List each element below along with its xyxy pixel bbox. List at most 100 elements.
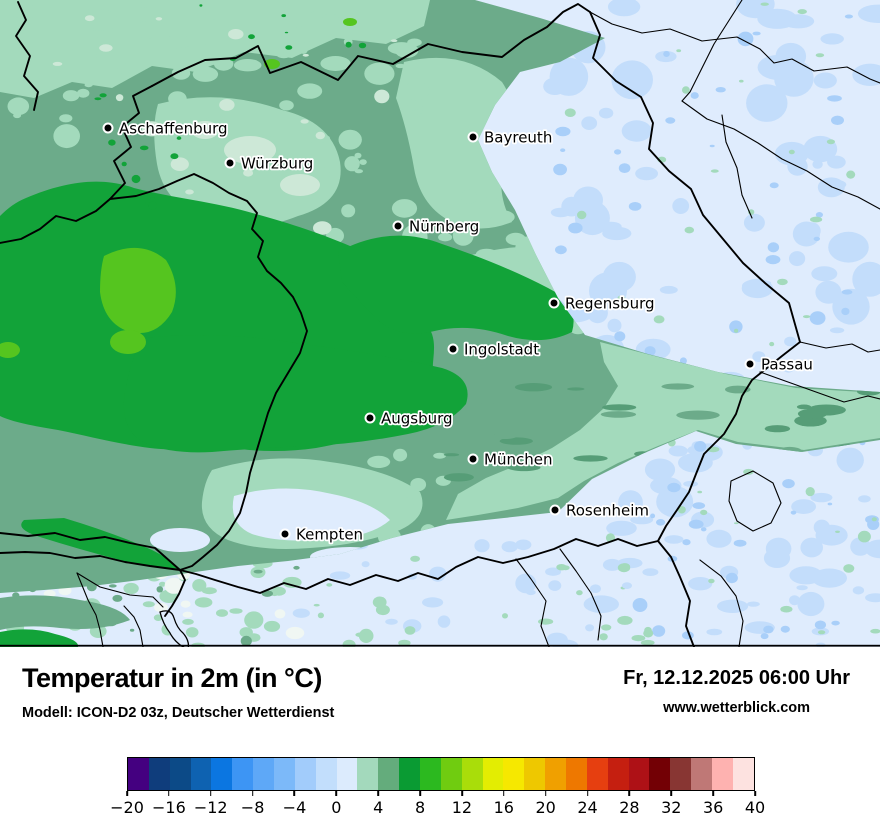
- scale-segment: [503, 758, 525, 790]
- scale-segment: [211, 758, 233, 790]
- scale-segment: [670, 758, 692, 790]
- scale-tick: [126, 791, 128, 796]
- scale-tick-label: 0: [331, 798, 342, 817]
- city-marker-passau: Passau: [744, 354, 815, 375]
- city-dot-icon: [549, 504, 561, 516]
- city-marker-regensburg: Regensburg: [548, 293, 656, 314]
- city-label: Rosenheim: [566, 502, 649, 520]
- scale-tick-label: −20: [110, 798, 144, 817]
- scale-tick-label: 16: [493, 798, 514, 817]
- map-canvas: Aschaffenburg Würzburg Bayreuth Nürnberg Reg…: [0, 0, 880, 647]
- valid-datetime: Fr, 12.12.2025 06:00 Uhr: [623, 667, 850, 689]
- city-label: Bayreuth: [484, 129, 552, 147]
- scale-tick-label: 8: [414, 798, 426, 817]
- scale-tick: [586, 791, 589, 796]
- scale-segment: [294, 758, 316, 790]
- city-dot-icon: [467, 453, 479, 465]
- scale-segment: [607, 758, 629, 790]
- scale-tick-label: −8: [240, 798, 265, 817]
- city-marker-aschaffenburg: Aschaffenburg: [102, 118, 229, 139]
- city-dot-icon: [224, 157, 236, 169]
- scale-tick-label: 32: [661, 798, 682, 817]
- scale-tick-label: 28: [619, 798, 640, 817]
- city-label: Nürnberg: [409, 218, 479, 236]
- scale-segment: [732, 758, 754, 790]
- scale-tick-label: 40: [744, 798, 766, 817]
- scale-segment: [461, 758, 483, 790]
- scale-tick: [670, 791, 673, 796]
- city-marker-augsburg: Augsburg: [364, 408, 454, 429]
- scale-tick: [419, 791, 421, 796]
- scale-segment: [440, 758, 462, 790]
- city-dot-icon: [548, 297, 560, 309]
- website-url: www.wetterblick.com: [663, 700, 811, 716]
- map-bottom-frame: [0, 644, 880, 647]
- scale-tick: [503, 791, 505, 796]
- datetime-block: Fr, 12.12.2025 06:00 Uhr www.wetterblick…: [623, 667, 850, 716]
- city-layer: Aschaffenburg Würzburg Bayreuth Nürnberg Reg…: [102, 118, 815, 545]
- city-label: Regensburg: [565, 295, 655, 313]
- scale-segment: [128, 758, 149, 790]
- scale-tick-label: 20: [535, 798, 556, 817]
- scale-tick: [377, 791, 379, 796]
- lake-bodensee: [159, 610, 190, 647]
- scale-tick: [628, 791, 631, 796]
- city-marker-muenchen: München: [467, 449, 554, 470]
- city-label: Passau: [761, 356, 813, 374]
- city-label: Augsburg: [381, 410, 453, 428]
- scale-segment: [357, 758, 379, 790]
- scale-tick-label: 24: [577, 798, 598, 817]
- scale-segment: [336, 758, 358, 790]
- city-label: Ingolstadt: [464, 341, 539, 359]
- scale-tick: [251, 791, 254, 796]
- city-dot-icon: [744, 358, 756, 370]
- scale-segment: [566, 758, 587, 790]
- district-borders: [76, 0, 880, 647]
- city-dot-icon: [392, 220, 404, 232]
- scale-segment: [190, 758, 212, 790]
- scale-segment: [482, 758, 504, 790]
- scale-tick-label: −12: [193, 798, 228, 817]
- scale-tick: [335, 791, 338, 796]
- scale-tick-label: −16: [151, 798, 186, 817]
- model-info: Modell: ICON-D2 03z, Deutscher Wetterdie…: [22, 705, 335, 721]
- city-dot-icon: [102, 122, 114, 134]
- city-label: Aschaffenburg: [119, 120, 228, 138]
- scale-bar: [127, 757, 755, 791]
- temperature-map: Aschaffenburg Würzburg Bayreuth Nürnberg Reg…: [0, 0, 880, 647]
- city-label: Würzburg: [241, 155, 313, 173]
- scale-tick-label: 12: [451, 798, 473, 817]
- city-marker-bayreuth: Bayreuth: [467, 127, 554, 148]
- scale-segment: [712, 758, 733, 790]
- scale-segment: [586, 758, 608, 790]
- scale-tick: [293, 791, 296, 796]
- state-borders: [0, 1, 801, 647]
- scale-segment: [315, 758, 337, 790]
- city-label: Kempten: [296, 526, 363, 544]
- scale-tick-label: −4: [282, 798, 307, 817]
- scale-tick-label: 4: [373, 798, 384, 817]
- scale-segment: [691, 758, 713, 790]
- page-title: Temperatur in 2m (in °C): [22, 663, 322, 693]
- city-dot-icon: [279, 528, 291, 540]
- scale-segment: [232, 758, 254, 790]
- scale-segment: [378, 758, 400, 790]
- scale-tick: [461, 791, 463, 796]
- scale-segment: [253, 758, 275, 790]
- scale-segment: [545, 758, 567, 790]
- scale-segment: [399, 758, 421, 790]
- scale-segment: [649, 758, 671, 790]
- scale-segment: [274, 758, 295, 790]
- city-marker-rosenheim: Rosenheim: [549, 500, 651, 521]
- scale-tick: [754, 791, 756, 796]
- scale-tick: [544, 791, 547, 796]
- scale-segment: [148, 758, 170, 790]
- scale-tick-label: 36: [702, 798, 724, 817]
- landmass-texture: [0, 0, 880, 570]
- caption-area: Temperatur in 2m (in °C) Fr, 12.12.2025 …: [0, 647, 880, 830]
- city-label: München: [484, 451, 552, 469]
- city-dot-icon: [447, 343, 459, 355]
- temperature-scale: −20 −16 −12 −8 −4 0 4 8 12 16 20 24 28 32 36 40: [110, 757, 765, 819]
- scale-segment: [420, 758, 441, 790]
- scale-tick: [209, 791, 212, 796]
